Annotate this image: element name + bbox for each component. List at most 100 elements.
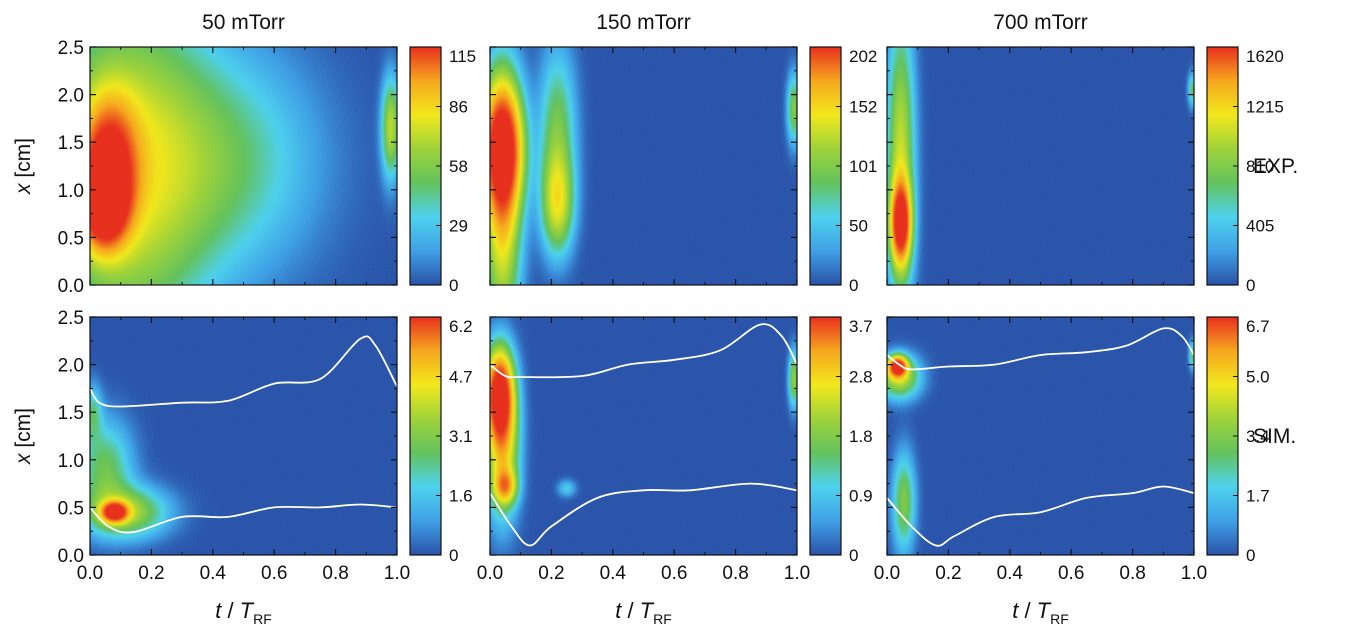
- colorbar-tick-label: 1.6: [449, 487, 473, 506]
- heatmap-image: [90, 317, 397, 555]
- colorbar-tick-label: 0: [1246, 546, 1255, 565]
- y-axis-label-variable: x: [12, 182, 35, 195]
- colorbar-tick-label: 29: [449, 217, 468, 236]
- colorbar-tick-label: 0: [849, 546, 858, 565]
- heatmap-image: [490, 317, 797, 555]
- x-tick-label: 0.0: [77, 563, 103, 584]
- colorbar: [1207, 47, 1238, 285]
- colorbar-tick-label: 0: [449, 276, 458, 295]
- y-tick-label: 2.5: [58, 308, 84, 329]
- x-axis-label-T: T: [240, 598, 255, 623]
- column-title: 150 mTorr: [596, 11, 691, 34]
- colorbar-tick-label: 1620: [1246, 47, 1284, 66]
- x-tick-label: 0.4: [200, 563, 227, 584]
- row-label: EXP.: [1253, 155, 1298, 178]
- heatmap-image: [90, 47, 397, 285]
- y-tick-label: 1.0: [58, 181, 84, 202]
- colorbar-tick-label: 5.0: [1246, 368, 1270, 387]
- x-tick-label: 0.2: [138, 563, 164, 584]
- x-axis-label-subscript: RF: [653, 611, 672, 627]
- colorbar-tick-label: 1.7: [1246, 487, 1270, 506]
- x-tick-label: 0.4: [997, 563, 1024, 584]
- y-tick-label: 1.5: [58, 133, 84, 154]
- x-axis-label-T: T: [1037, 598, 1052, 623]
- sheath-boundary-line-1: [886, 327, 1195, 371]
- x-tick-label: 0.6: [1058, 563, 1084, 584]
- x-axis-label-t: t: [1012, 598, 1019, 623]
- panel-sim-50-mtorr: 0.0 0.2 0.4 0.6 0.8 1.0 0.0 0.5 1.0 1.5 2.0 2.5 0 1.6…: [58, 308, 473, 584]
- colorbar-tick-label: 1215: [1246, 98, 1284, 117]
- colorbar-tick-label: 3.4: [1246, 427, 1270, 446]
- y-tick-label: 0.0: [58, 546, 84, 567]
- x-tick-label: 1.0: [784, 563, 810, 584]
- x-tick-label: 0.2: [935, 563, 961, 584]
- heatmap-image: [887, 47, 1194, 285]
- panel-exp-150-mtorr: 0 50 101 152 202: [489, 46, 877, 295]
- x-axis-label-slash: /: [221, 598, 239, 623]
- colorbar-tick-label: 6.7: [1246, 317, 1270, 336]
- panel-exp-50-mtorr: 0.0 0.5 1.0 1.5 2.0 2.5 0 29 58 86 115: [58, 38, 477, 297]
- colorbar-tick-label: 0: [1246, 276, 1255, 295]
- y-axis-label: x [cm]: [12, 408, 35, 465]
- y-axis-label-unit: [cm]: [12, 408, 35, 454]
- panel-sim-150-mtorr: 0.0 0.2 0.4 0.6 0.8 1.0 0 0.9 1.8 2.8 3.7: [477, 316, 873, 584]
- x-tick-label: 0.8: [1119, 563, 1145, 584]
- colorbar-tick-label: 810: [1246, 157, 1274, 176]
- colorbar-tick-label: 6.2: [449, 317, 473, 336]
- y-tick-label: 2.0: [58, 356, 84, 377]
- colorbar-tick-label: 0.9: [849, 487, 873, 506]
- sheath-boundary-line-2: [89, 503, 398, 534]
- colorbar-tick-label: 58: [449, 157, 468, 176]
- x-tick-label: 0.0: [477, 563, 503, 584]
- sheath-boundary-line-2: [489, 482, 798, 547]
- y-tick-label: 1.5: [58, 403, 84, 424]
- x-axis-label-subscript: RF: [253, 611, 272, 627]
- colorbar-tick-label: 3.1: [449, 427, 473, 446]
- y-tick-label: 0.0: [58, 276, 84, 297]
- colorbar-tick-label: 0: [449, 546, 458, 565]
- colorbar-tick-label: 3.7: [849, 317, 873, 336]
- colorbar-tick-label: 86: [449, 98, 468, 117]
- colorbar-tick-label: 1.8: [849, 427, 873, 446]
- y-tick-label: 1.0: [58, 451, 84, 472]
- x-axis-label: t / TRF: [615, 598, 672, 627]
- x-axis-label-T: T: [640, 598, 655, 623]
- x-axis-label-t: t: [615, 598, 622, 623]
- x-tick-label: 0.6: [661, 563, 687, 584]
- x-axis-label-slash: /: [1018, 598, 1036, 623]
- x-tick-label: 1.0: [1181, 563, 1207, 584]
- y-tick-label: 0.5: [58, 228, 84, 249]
- colorbar-tick-label: 152: [849, 98, 877, 117]
- sheath-boundary-line-2: [886, 485, 1195, 547]
- y-tick-label: 2.0: [58, 86, 84, 107]
- heatmap-image: [887, 317, 1194, 555]
- x-axis-label-t: t: [215, 598, 222, 623]
- colorbar-tick-label: 50: [849, 217, 868, 236]
- x-axis-label: t / TRF: [1012, 598, 1069, 627]
- y-axis-label: x [cm]: [12, 138, 35, 195]
- heatmap-image: [490, 47, 797, 285]
- colorbar: [1207, 317, 1238, 555]
- y-axis-label-unit: [cm]: [12, 138, 35, 184]
- colorbar-tick-label: 2.8: [849, 368, 873, 387]
- x-axis-label: t / TRF: [215, 598, 272, 627]
- x-tick-label: 0.4: [600, 563, 627, 584]
- x-axis-label-slash: /: [621, 598, 639, 623]
- x-tick-label: 0.8: [322, 563, 348, 584]
- colorbar: [410, 317, 441, 555]
- panel-exp-700-mtorr: 0 405 810 1215 1620: [886, 46, 1284, 295]
- x-tick-label: 0.0: [874, 563, 900, 584]
- column-title: 50 mTorr: [202, 11, 285, 34]
- panel-sim-700-mtorr: 0.0 0.2 0.4 0.6 0.8 1.0 0 1.7 3.4 5.0 6.7: [874, 316, 1270, 584]
- colorbar: [410, 47, 441, 285]
- colorbar-tick-label: 405: [1246, 217, 1274, 236]
- colorbar-tick-label: 4.7: [449, 368, 473, 387]
- column-title: 700 mTorr: [993, 11, 1088, 34]
- row-label: SIM.: [1253, 425, 1296, 448]
- colorbar-tick-label: 115: [449, 47, 476, 66]
- y-axis-label-variable: x: [12, 452, 35, 465]
- sheath-boundary-line-1: [89, 335, 398, 408]
- x-tick-label: 0.6: [261, 563, 287, 584]
- x-tick-label: 0.2: [538, 563, 564, 584]
